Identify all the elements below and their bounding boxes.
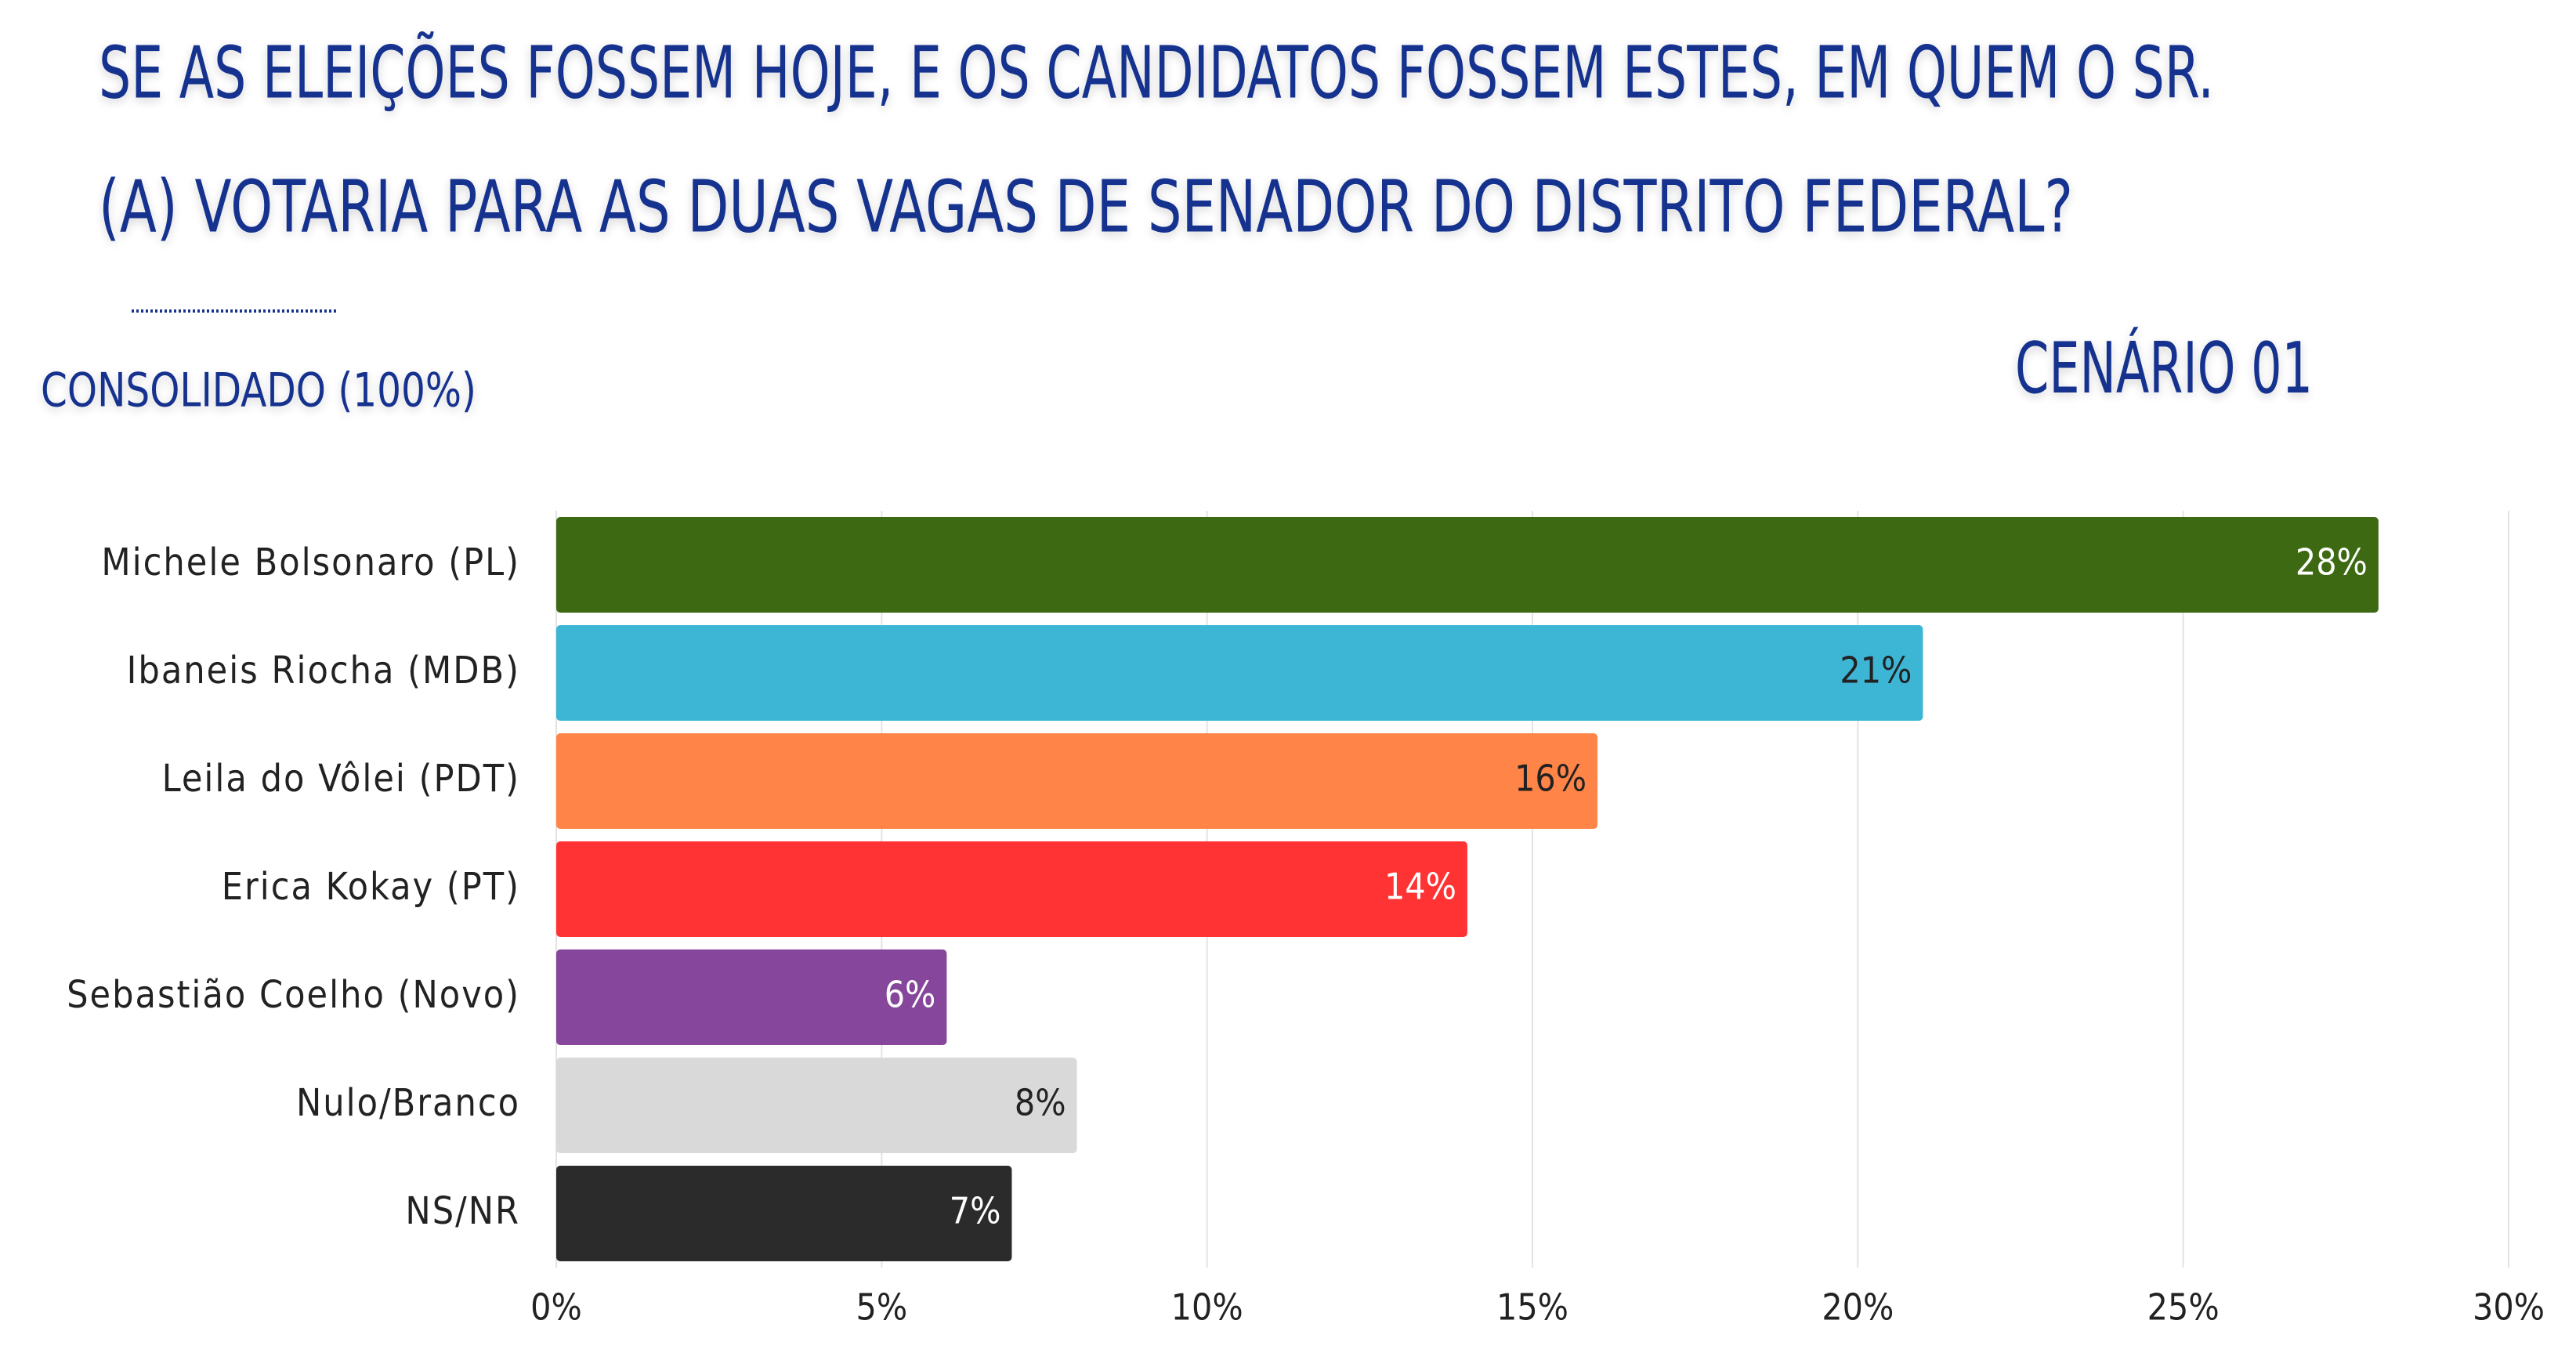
x-tick-label: 15% [1496, 1286, 1568, 1329]
value-label: 6% [885, 974, 936, 1016]
x-tick-label: 0% [530, 1286, 582, 1329]
value-label: 16% [1514, 758, 1586, 800]
category-label: Ibaneis Riocha (MDB) [127, 649, 520, 693]
category-label: NS/NR [405, 1189, 520, 1233]
bar [556, 841, 1467, 937]
category-label: Erica Kokay (PT) [222, 865, 520, 909]
bar [556, 517, 2379, 613]
x-tick-label: 5% [856, 1286, 908, 1329]
bar [556, 1166, 1012, 1261]
category-label: Michele Bolsonaro (PL) [101, 541, 520, 584]
value-label: 28% [2296, 541, 2368, 584]
bar [556, 1058, 1077, 1153]
subtitle: CONSOLIDADO (100%) [41, 364, 476, 418]
value-label: 14% [1384, 866, 1456, 908]
x-tick-label: 25% [2147, 1286, 2220, 1329]
bar [556, 733, 1598, 829]
x-tick-label: 20% [1822, 1286, 1894, 1329]
category-label: Nulo/Branco [296, 1081, 520, 1125]
bar [556, 625, 1923, 721]
title-line: (A) VOTARIA PARA AS DUAS VAGAS DE SENADO… [99, 165, 2073, 248]
category-label: Sebastião Coelho (Novo) [67, 973, 520, 1017]
bar [556, 949, 947, 1045]
value-label: 7% [950, 1190, 1001, 1232]
x-tick-label: 10% [1171, 1286, 1243, 1329]
category-label: Leila do Vôlei (PDT) [162, 757, 520, 801]
x-tick-label: 30% [2473, 1286, 2545, 1329]
scenario-label: CENÁRIO 01 [2015, 326, 2313, 410]
value-label: 21% [1840, 649, 1912, 692]
value-label: 8% [1015, 1082, 1066, 1124]
title-line: SE AS ELEIÇÕES FOSSEM HOJE, E OS CANDIDA… [99, 30, 2214, 114]
